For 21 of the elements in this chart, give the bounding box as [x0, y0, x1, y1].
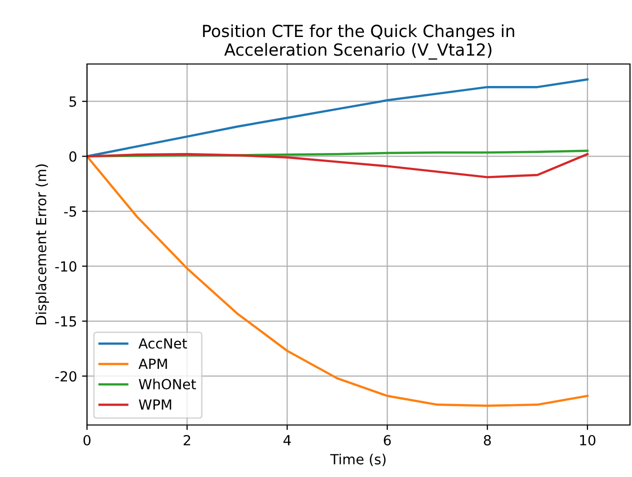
legend-label: AccNet [138, 338, 187, 349]
y-tick-label: -20 [55, 371, 76, 382]
y-tick-label: 0 [69, 151, 76, 162]
legend-label: WhONet [138, 378, 196, 390]
x-axis-title: Time (s) [330, 454, 386, 466]
x-tick-label: 4 [283, 435, 291, 446]
x-tick-label: 10 [580, 434, 596, 446]
y-tick-label: 5 [70, 96, 76, 107]
line-series [87, 153, 589, 178]
x-tick-label: 2 [184, 434, 190, 446]
y-tick-label: -15 [55, 316, 76, 327]
x-tick-label: 8 [484, 434, 491, 446]
y-axis-title: Displacement Error (m) [36, 164, 50, 324]
line-series [87, 78, 589, 158]
y-tick-label: -10 [55, 261, 76, 272]
x-tick-label: 0 [83, 434, 90, 446]
chart-title: Position CTE for the Quick Changes in Acceleration Scenario (V_Vta12) [203, 24, 514, 60]
x-tick-label: 6 [384, 434, 391, 446]
legend-label: APM [138, 358, 167, 369]
legend-label: WPM [138, 399, 172, 410]
y-tick-label: -5 [64, 206, 76, 217]
